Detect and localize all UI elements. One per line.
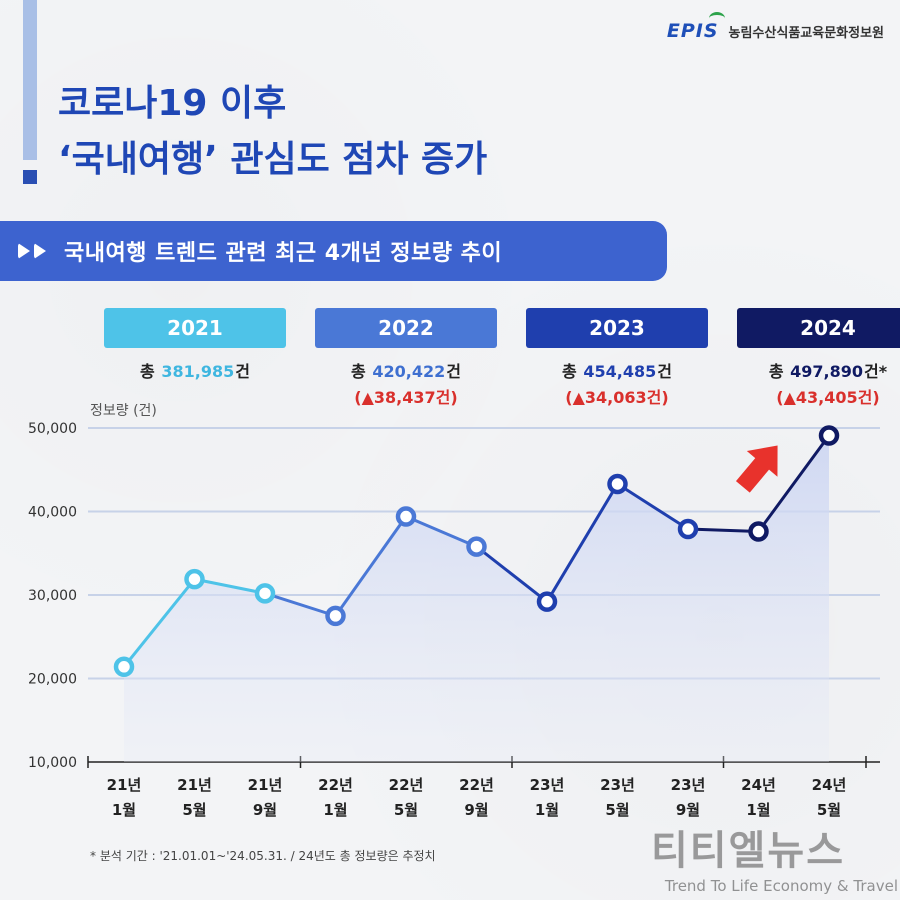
data-point xyxy=(184,568,205,590)
section-banner: 국내여행 트렌드 관련 최근 4개년 정보량 추이 xyxy=(0,221,667,281)
series-line-segment xyxy=(264,591,336,618)
data-point xyxy=(536,591,558,612)
x-tick-label-month: 5월 xyxy=(817,801,841,819)
y-tick-label: 50,000 xyxy=(28,421,77,437)
year-label: 2024 xyxy=(800,316,856,340)
total-prefix: 총 xyxy=(562,362,583,381)
watermark: 티티엘뉴스 xyxy=(651,828,845,874)
x-tick-label-year: 24년 xyxy=(812,776,847,794)
total-value: 420,422 xyxy=(372,362,446,381)
year-label: 2021 xyxy=(167,316,223,340)
data-point xyxy=(325,605,346,627)
year-label: 2023 xyxy=(589,316,645,340)
y-tick-label: 20,000 xyxy=(28,672,77,688)
x-tick-label-year: 21년 xyxy=(248,776,283,794)
total-prefix: 총 xyxy=(768,362,790,381)
x-tick-label-year: 21년 xyxy=(107,776,142,794)
total-prefix: 총 xyxy=(140,362,161,381)
logo-swoosh-icon xyxy=(708,12,725,25)
total-value: 497,890 xyxy=(790,362,864,381)
x-tick-label-month: 9월 xyxy=(676,801,700,819)
data-point xyxy=(818,425,840,446)
total-value: 381,985 xyxy=(161,362,235,381)
total-suffix: 건 xyxy=(446,362,461,381)
x-tick-label-month: 1월 xyxy=(535,801,559,819)
double-play-icon xyxy=(18,243,46,259)
accent-bar xyxy=(23,0,37,160)
y-axis-label: 정보량 (건) xyxy=(90,403,157,419)
series-line-segment xyxy=(405,515,478,548)
year-box-2022: 2022 xyxy=(315,308,497,348)
series-line-segment xyxy=(475,545,548,603)
data-point xyxy=(395,506,417,527)
accent-square xyxy=(23,170,37,184)
footnote: * 분석 기간 : '21.01.01~'24.05.31. / 24년도 총 … xyxy=(90,849,436,863)
series-line-segment xyxy=(545,483,619,603)
total-2023: 총 454,485건 xyxy=(517,358,717,382)
series-line-segment xyxy=(334,515,408,617)
watermark-tagline: Trend To Life Economy & Travel xyxy=(664,877,898,895)
area-fill xyxy=(124,435,829,762)
x-tick-label-month: 5월 xyxy=(394,801,418,819)
x-tick-label-year: 23년 xyxy=(671,776,706,794)
year-label: 2022 xyxy=(378,316,434,340)
x-tick-label-month: 9월 xyxy=(464,801,488,819)
total-prefix: 총 xyxy=(351,362,372,381)
red-up-arrow-icon xyxy=(735,445,778,493)
data-point xyxy=(607,473,628,495)
series-line-segment xyxy=(194,577,266,595)
y-tick-label: 10,000 xyxy=(28,755,77,771)
x-tick-label-year: 22년 xyxy=(318,776,353,794)
x-tick-label-year: 23년 xyxy=(600,776,635,794)
delta-2023: (▲34,063건) xyxy=(565,388,669,407)
x-tick-label-month: 1월 xyxy=(112,801,136,819)
total-2024: 총 497,890건* xyxy=(728,358,900,382)
x-tick-label-month: 9월 xyxy=(253,801,277,819)
title-line-1: 코로나19 이후 xyxy=(58,83,287,124)
data-point xyxy=(466,536,487,557)
x-tick-label-year: 22년 xyxy=(459,776,494,794)
epis-logo-mark: EPIS xyxy=(667,12,725,42)
x-tick-label-month: 1월 xyxy=(746,801,770,819)
total-2021: 총 381,985건 xyxy=(95,358,295,382)
total-suffix: 건* xyxy=(864,362,888,381)
title-line-2: ‘국내여행’ 관심도 점차 증가 xyxy=(58,139,488,180)
series-line-segment xyxy=(687,527,759,534)
data-point xyxy=(748,521,769,542)
x-tick-label-month: 1월 xyxy=(323,801,347,819)
year-box-2024: 2024 xyxy=(737,308,900,348)
total-suffix: 건 xyxy=(657,362,672,381)
series-line-segment xyxy=(616,482,689,531)
x-tick-label-year: 23년 xyxy=(530,776,565,794)
x-tick-label-year: 22년 xyxy=(389,776,424,794)
series-line-segment xyxy=(757,434,831,533)
y-tick-label: 40,000 xyxy=(28,505,77,521)
section-title: 국내여행 트렌드 관련 최근 4개년 정보량 추이 xyxy=(64,241,503,266)
data-point xyxy=(254,583,276,604)
total-value: 454,485 xyxy=(583,362,657,381)
x-tick-label-month: 5월 xyxy=(182,801,206,819)
series-line-segment xyxy=(122,578,196,668)
org-name: 농림수산식품교육문화정보원 xyxy=(728,25,884,41)
x-tick-label-year: 24년 xyxy=(741,776,776,794)
data-point xyxy=(113,656,135,678)
x-tick-label-year: 21년 xyxy=(177,776,212,794)
year-box-2021: 2021 xyxy=(104,308,286,348)
delta-2022: (▲38,437건) xyxy=(354,388,458,407)
org-logo: EPIS 농림수산식품교육문화정보원 xyxy=(667,12,884,42)
total-2022: 총 420,422건 xyxy=(306,358,506,382)
total-suffix: 건 xyxy=(235,362,250,381)
delta-2024: (▲43,405건) xyxy=(776,388,880,407)
data-point xyxy=(677,518,699,540)
y-tick-label: 30,000 xyxy=(28,588,77,604)
year-box-2023: 2023 xyxy=(526,308,708,348)
page-title: 코로나19 이후 ‘국내여행’ 관심도 점차 증가 xyxy=(58,76,487,188)
x-tick-label-month: 5월 xyxy=(605,801,629,819)
